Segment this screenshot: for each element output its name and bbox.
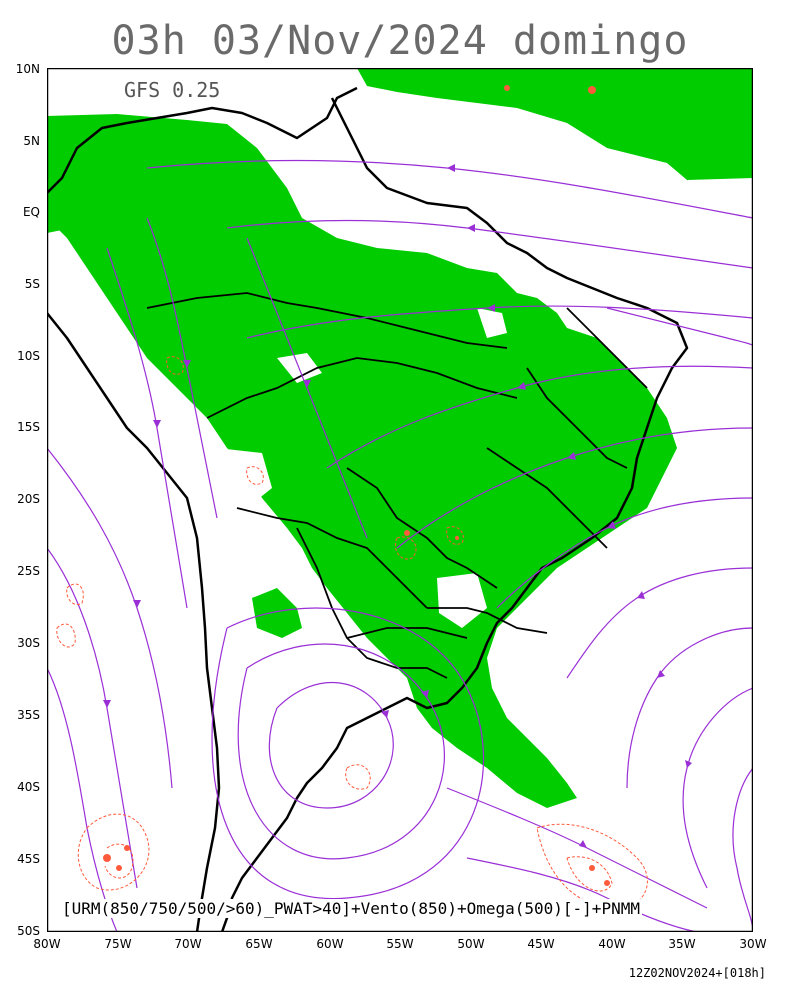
lat-label: 40S [17, 780, 40, 794]
lon-label: 40W [598, 937, 626, 951]
run-info: 12Z02NOV2024+[018h] [628, 966, 766, 980]
map-legend: [URM(850/750/500/>60)_PWAT>40]+Vento(850… [60, 899, 642, 918]
lon-label: 80W [33, 937, 61, 951]
lon-label: 50W [457, 937, 485, 951]
lat-label: 35S [17, 708, 40, 722]
omega-contours [56, 356, 648, 909]
lat-label: 25S [17, 564, 40, 578]
lat-label: 20S [17, 492, 40, 506]
lat-label: 10N [15, 62, 40, 76]
lat-label: 5S [24, 277, 40, 291]
lon-label: 30W [739, 937, 767, 951]
lat-label: 50S [17, 924, 40, 938]
weather-map [47, 68, 753, 932]
lon-label: 70W [174, 937, 202, 951]
humidity-areas [47, 68, 753, 808]
lon-label: 35W [668, 937, 696, 951]
coastline-borders [47, 86, 689, 932]
map-title: 03h 03/Nov/2024 domingo [111, 18, 689, 64]
lat-label: 30S [17, 636, 40, 650]
lat-label: 10S [17, 349, 40, 363]
lat-label: 45S [17, 852, 40, 866]
streamline-arrows [103, 164, 692, 848]
omega-spots [103, 85, 610, 886]
model-label: GFS 0.25 [124, 78, 221, 102]
map-panel [47, 68, 753, 932]
lon-label: 75W [104, 937, 132, 951]
lat-label: 5N [23, 134, 40, 148]
lon-label: 65W [245, 937, 273, 951]
lon-label: 45W [527, 937, 555, 951]
lat-label: 15S [17, 420, 40, 434]
lon-label: 60W [316, 937, 344, 951]
lat-label: EQ [22, 205, 40, 219]
lon-label: 55W [386, 937, 414, 951]
